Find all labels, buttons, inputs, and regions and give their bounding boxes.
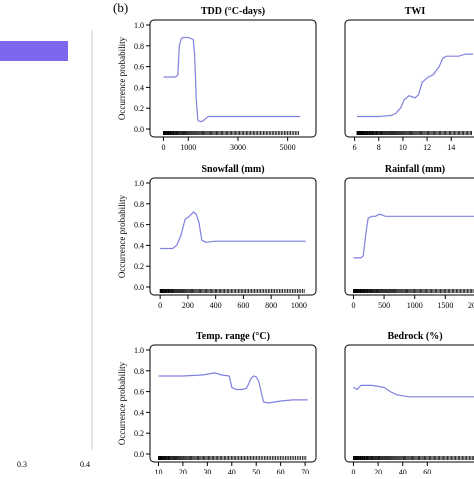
y-tick-label: 0.6 (134, 221, 144, 230)
x-tick-label: 12 (423, 143, 431, 152)
y-tick-label: 1.0 (134, 179, 144, 188)
x-tick-label: 60 (277, 468, 285, 474)
x-tick-label: 40 (399, 468, 407, 474)
y-axis-label: Occurrence probability (117, 361, 127, 445)
panel-title: Bedrock (%) (387, 331, 442, 342)
x-tick-label: 1000 (407, 301, 423, 310)
fragment-tick-0.4: 0.4 (80, 460, 90, 469)
x-tick-label: 0 (158, 301, 162, 310)
y-tick-label: 0.4 (134, 241, 144, 250)
x-tick-label: 40 (228, 468, 236, 474)
left-fragment: 0.3 0.4 (0, 30, 92, 469)
x-tick-label: 10 (154, 468, 162, 474)
panel-title: TWI (405, 6, 426, 17)
series-line (357, 54, 473, 116)
fragment-bar (0, 41, 68, 61)
panel-frame (345, 345, 474, 462)
y-tick-label: 0.6 (134, 388, 144, 397)
partial-dependence-panels: TDD (°C-days) 0.0 0.2 0.4 0.6 0.8 1.0 Occurrenc… (117, 6, 474, 474)
x-tick-label: 1000 (291, 301, 307, 310)
x-tick-label: 800 (265, 301, 277, 310)
rug-marks (353, 289, 474, 293)
y-tick-label: 0.2 (134, 104, 144, 113)
x-tick-label: 70 (301, 468, 309, 474)
x-tick-label: 0 (351, 301, 355, 310)
rug-marks (160, 289, 304, 293)
panel-1: TDD (°C-days) 0.0 0.2 0.4 0.6 0.8 1.0 Occurrenc… (117, 6, 316, 152)
rug-marks (357, 131, 472, 135)
panel-3: Snowfall (mm) 0.0 0.2 0.4 0.6 0.8 1.0 Occurrenc… (117, 164, 316, 310)
panel-frame (345, 20, 474, 137)
x-tick-label: 3000 (230, 143, 246, 152)
y-tick-label: 0.6 (134, 63, 144, 72)
x-tick-label: 20 (374, 468, 382, 474)
panel-title: Rainfall (mm) (385, 164, 445, 175)
y-tick-label: 0.8 (134, 200, 144, 209)
panel-5: Temp. range (°C) 0.0 0.2 0.4 0.6 0.8 1.0 Occurr… (117, 331, 316, 474)
x-tick-label: 200 (182, 301, 194, 310)
series-line (353, 214, 474, 258)
panel-title: Snowfall (mm) (201, 164, 264, 175)
x-tick-label: 50 (252, 468, 260, 474)
y-tick-label: 1.0 (134, 346, 144, 355)
y-axis-label: Occurrence probability (117, 194, 127, 278)
series-line (160, 212, 306, 248)
panel-label-b: (b) (113, 0, 128, 15)
y-tick-label: 0.8 (134, 42, 144, 51)
y-tick-label: 0.2 (134, 429, 144, 438)
x-tick-label: 1500 (437, 301, 453, 310)
panel-frame (150, 178, 316, 295)
x-tick-label: 8 (377, 143, 381, 152)
panel-title: Temp. range (°C) (196, 331, 270, 342)
x-tick-label: 400 (210, 301, 222, 310)
x-tick-label: 6 (353, 143, 357, 152)
y-tick-label: 0.0 (134, 450, 144, 459)
y-tick-label: 0.0 (134, 125, 144, 134)
y-tick-label: 0.0 (134, 283, 144, 292)
x-tick-label: 2000 (468, 301, 474, 310)
y-tick-label: 0.8 (134, 367, 144, 376)
x-tick-label: 5000 (280, 143, 296, 152)
panel-frame (345, 178, 474, 295)
x-tick-label: 500 (378, 301, 390, 310)
panel-2: TWI 6 8 10 12 14 (345, 6, 474, 152)
panel-6: Bedrock (%) 0 20 40 60 (345, 331, 474, 474)
rug-marks (163, 131, 298, 135)
panel-frame (150, 20, 316, 137)
series-line (164, 38, 301, 122)
y-tick-label: 0.4 (134, 83, 144, 92)
x-tick-label: 0 (351, 468, 355, 474)
rug-marks (158, 456, 305, 460)
series-line (354, 385, 474, 396)
x-tick-label: 60 (423, 468, 431, 474)
y-tick-label: 0.2 (134, 262, 144, 271)
x-tick-label: 600 (237, 301, 249, 310)
y-tick-label: 1.0 (134, 21, 144, 30)
x-tick-label: 0 (161, 143, 165, 152)
panel-frame (150, 345, 316, 462)
x-tick-label: 20 (179, 468, 187, 474)
panel-4: Rainfall (mm) 0 500 1000 1500 2000 (345, 164, 474, 310)
x-tick-label: 1000 (180, 143, 196, 152)
rug-marks (353, 456, 474, 460)
y-axis-label: Occurrence probability (117, 36, 127, 120)
fragment-tick-0.3: 0.3 (17, 460, 27, 469)
x-tick-label: 10 (399, 143, 407, 152)
x-tick-label: 14 (447, 143, 455, 152)
y-tick-label: 0.4 (134, 408, 144, 417)
x-tick-label: 30 (203, 468, 211, 474)
panel-title: TDD (°C-days) (201, 6, 265, 17)
series-line (158, 373, 307, 403)
